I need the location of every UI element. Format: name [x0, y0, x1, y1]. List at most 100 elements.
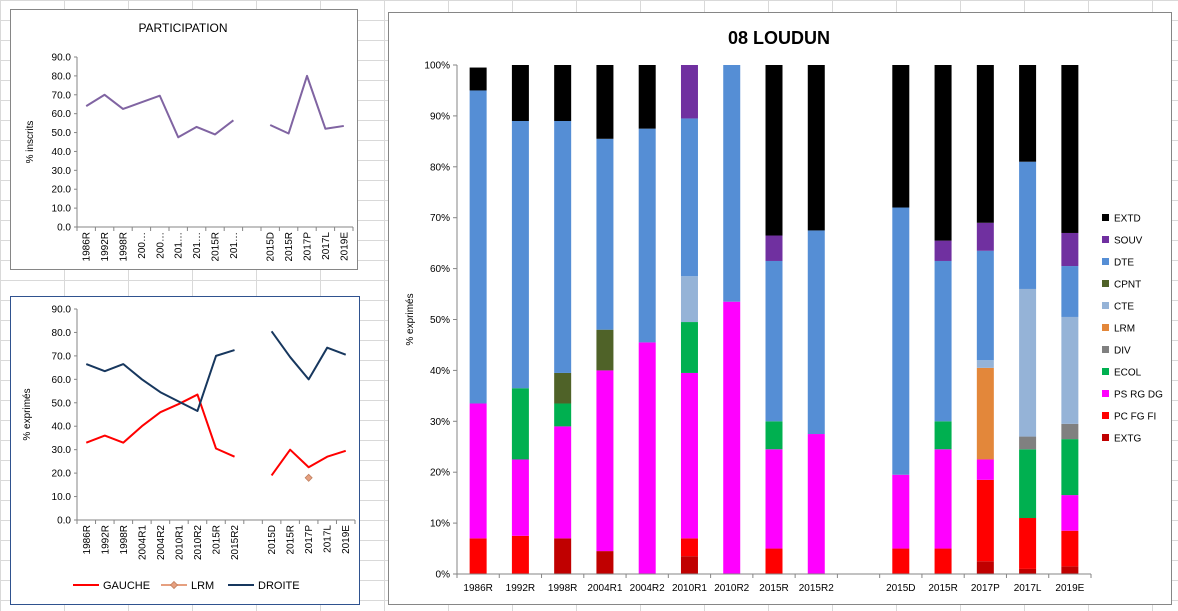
bar-segment-extg — [1061, 566, 1079, 574]
legend-swatch-extg — [1102, 434, 1109, 441]
x-tick-label: 2017L — [1014, 583, 1042, 594]
bar-segment-souv — [680, 65, 698, 119]
x-tick-label: 1986R — [463, 583, 492, 594]
bar-segment-souv — [765, 235, 783, 261]
legend-label-dte: DTE — [1114, 258, 1134, 269]
participation-chart[interactable]: PARTICIPATION % inscrits 0.0 10.0 20.0 30.0 40… — [10, 9, 358, 270]
x-tick-label: 2004R1 — [137, 525, 148, 560]
legend-label-extd: EXTD — [1114, 214, 1141, 225]
bar-segment-pc-fg-fi — [934, 548, 952, 574]
loudun-chart[interactable]: 08 LOUDUN % exprimés 0% 10% 20% 30% 40% 50% 60% 7… — [388, 12, 1172, 605]
x-tick-label: 2010R1 — [174, 525, 185, 560]
x-tick-label: 1992R — [100, 232, 111, 261]
legend-label-ps-rg-dg: PS RG DG — [1114, 390, 1163, 401]
y-tick-label: 90% — [430, 111, 450, 122]
x-tick-label: 1992R — [506, 583, 535, 594]
x-tick-label: 2004R1 — [587, 583, 622, 594]
bar-segment-extg — [554, 538, 572, 574]
bar-segment-dte — [1019, 161, 1037, 289]
bar-segment-extd — [976, 65, 994, 223]
x-tick-label: 2017L — [321, 232, 332, 260]
x-tick-label: 2015D — [886, 583, 915, 594]
bar-segment-ps-rg-dg — [680, 372, 698, 539]
x-tick-label: 2015R2 — [230, 525, 241, 560]
y-tick-label: 10% — [430, 519, 450, 530]
bar-segment-cte — [680, 276, 698, 323]
bar-segment-ps-rg-dg — [638, 342, 656, 574]
bar-segment-extd — [1019, 65, 1037, 162]
x-tick-label: 2019E — [1055, 583, 1084, 594]
y-tick-label: 0% — [436, 570, 451, 581]
bar-segment-extg — [976, 561, 994, 574]
x-tick-label: 2015R — [212, 525, 223, 554]
y-tick-label: 40.0 — [52, 422, 72, 433]
x-tick-label: 2010R2 — [714, 583, 749, 594]
legend-swatch-ecol — [1102, 368, 1109, 375]
legend-label-souv: SOUV — [1114, 236, 1143, 247]
y-tick-label: 40% — [430, 366, 450, 377]
x-tick-label: 2015R — [284, 232, 295, 261]
bar-segment-dte — [1061, 266, 1079, 317]
chart-title: 08 LOUDUN — [728, 28, 830, 48]
bar-segment-ecol — [765, 421, 783, 450]
bar-segment-dte — [554, 120, 572, 373]
bar-segment-extg — [596, 551, 614, 574]
y-tick-label: 70.0 — [52, 90, 72, 101]
bar-segment-pc-fg-fi — [892, 548, 910, 574]
bar-segment-pc-fg-fi — [976, 479, 994, 562]
x-tick-label: 2015R — [928, 583, 957, 594]
legend-label-extg: EXTG — [1114, 434, 1141, 445]
legend-label-cte: CTE — [1114, 302, 1134, 313]
x-tick-label: 2015D — [267, 525, 278, 554]
y-tick-label: 40.0 — [52, 147, 72, 158]
bar-segment-dte — [638, 128, 656, 343]
bar-segment-pc-fg-fi — [1019, 518, 1037, 569]
y-tick-label: 50.0 — [52, 128, 72, 139]
bar-segment-ps-rg-dg — [934, 449, 952, 549]
bar-segment-pc-fg-fi — [1061, 530, 1079, 567]
gauche-droite-chart-svg: % exprimés 0.0 10.0 20.0 30.0 40.0 50.0 60.0 70.… — [22, 305, 356, 592]
series-line-gauche — [85, 393, 235, 458]
bar-segment-ecol — [680, 322, 698, 373]
bar-segment-extd — [596, 65, 614, 139]
bar-segment-div — [1019, 436, 1037, 450]
y-tick-label: 70.0 — [52, 351, 72, 362]
bar-segment-dte — [680, 118, 698, 277]
bar-segment-extd — [554, 65, 572, 121]
series-line-participation — [269, 74, 344, 135]
x-tick-label: 2017P — [971, 583, 1000, 594]
bar-segment-cte — [1061, 316, 1079, 424]
y-tick-label: 0.0 — [57, 223, 71, 234]
x-tick-label: 201… — [192, 232, 203, 259]
bar-segment-souv — [934, 240, 952, 261]
bar-segment-cte — [1019, 288, 1037, 437]
bar-segment-ps-rg-dg — [807, 434, 825, 574]
legend-swatch-extd — [1102, 214, 1109, 221]
bar-segment-div — [1061, 423, 1079, 440]
bar-segment-ps-rg-dg — [469, 403, 487, 539]
x-tick-label: 2017P — [303, 232, 314, 261]
y-tick-label: 70% — [430, 213, 450, 224]
legend-label-droite: DROITE — [258, 580, 300, 592]
gauche-droite-chart[interactable]: % exprimés 0.0 10.0 20.0 30.0 40.0 50.0 60.0 70.… — [10, 296, 360, 605]
y-tick-label: 30.0 — [52, 166, 72, 177]
series-line-participation — [85, 93, 235, 139]
y-tick-label: 100% — [424, 61, 450, 72]
legend-swatch-souv — [1102, 236, 1109, 243]
bar-segment-extg — [680, 556, 698, 574]
y-tick-label: 50.0 — [52, 398, 72, 409]
bar-segment-extd — [892, 65, 910, 208]
bar-segment-extd — [934, 65, 952, 241]
bar-segment-cte — [976, 360, 994, 368]
x-tick-label: 2017L — [323, 525, 334, 553]
x-tick-label: 1998R — [119, 525, 130, 554]
bar-segment-dte — [596, 138, 614, 330]
bar-segment-ecol — [934, 421, 952, 450]
bar-segment-ps-rg-dg — [596, 370, 614, 552]
bar-segment-extd — [638, 65, 656, 129]
y-tick-label: 60% — [430, 264, 450, 275]
x-tick-label: 1992R — [100, 525, 111, 554]
y-tick-label: 50% — [430, 315, 450, 326]
legend-label-gauche: GAUCHE — [103, 580, 150, 592]
bar-segment-extd — [469, 67, 487, 91]
